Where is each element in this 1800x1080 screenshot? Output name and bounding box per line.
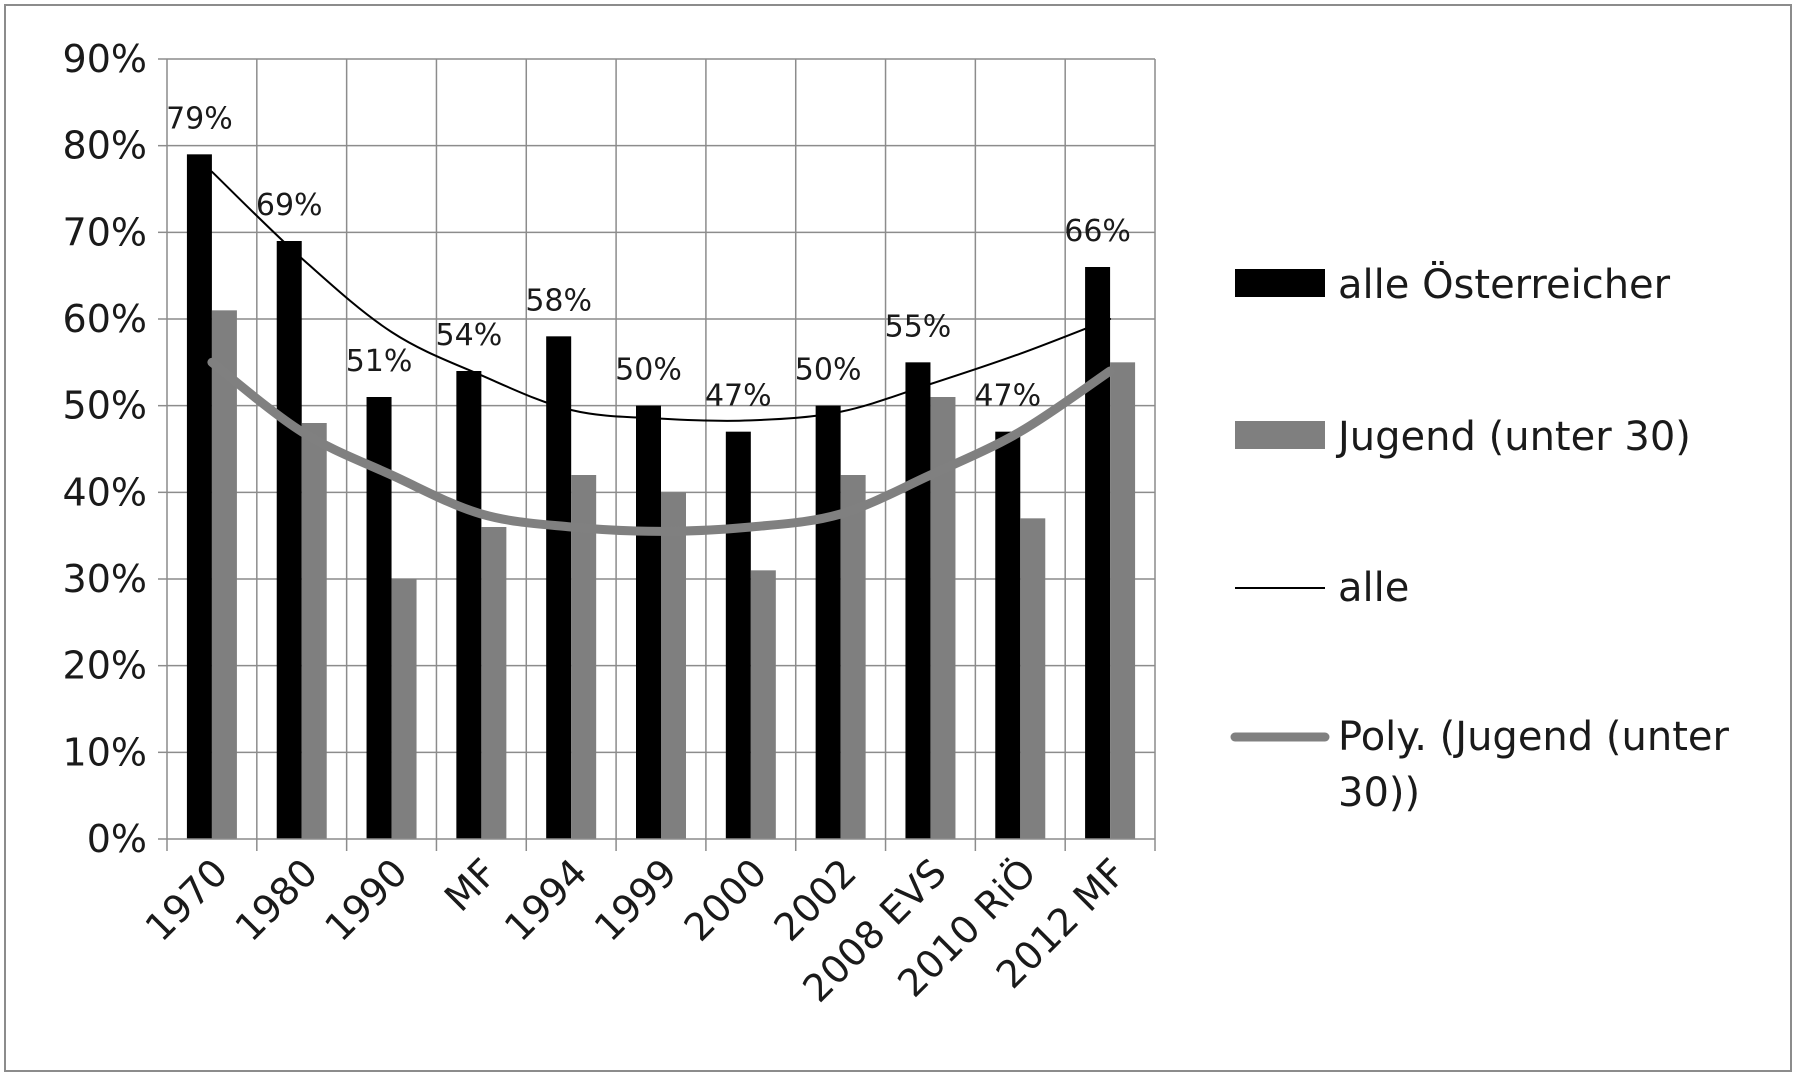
data-label: 55% [885, 309, 952, 344]
legend-label-alle: alle [1338, 565, 1409, 611]
legend: alle Österreicher Jugend (unter 30) alle… [1230, 260, 1729, 816]
y-tick-label: 40% [63, 470, 147, 514]
x-category-label: 1990 [316, 850, 416, 950]
data-label: 51% [346, 344, 413, 379]
y-tick-label: 30% [63, 557, 147, 601]
grid-layer [167, 58, 1156, 839]
data-label: 79% [166, 101, 233, 136]
data-label: 47% [705, 379, 772, 414]
data-label: 54% [436, 318, 503, 353]
legend-swatch-alle-oesterreicher [1235, 269, 1325, 297]
x-category-label: 1970 [137, 850, 237, 950]
trendline-alle [210, 170, 1112, 422]
bar-jugend [1020, 518, 1046, 839]
bar-alle-oesterreicher [186, 154, 212, 840]
bar-jugend [661, 492, 686, 839]
data-label: 58% [525, 283, 592, 318]
y-tick-label: 50% [63, 384, 147, 428]
x-category-label: 1994 [496, 850, 596, 950]
bar-alle-oesterreicher [456, 371, 482, 839]
bar-alle-oesterreicher [815, 405, 841, 839]
bar-alle-oesterreicher [276, 241, 302, 839]
y-tick-label: 90% [63, 37, 147, 81]
data-label: 50% [615, 353, 682, 388]
x-category-label: 1980 [227, 850, 327, 950]
y-tick-label: 60% [63, 297, 147, 341]
legend-swatch-jugend [1235, 421, 1325, 449]
trendline-poly-jugend [207, 357, 1115, 536]
trendlines-layer [207, 170, 1115, 536]
bar-jugend [1110, 362, 1136, 839]
y-tick-label: 20% [63, 644, 147, 688]
y-tick-label: 80% [63, 124, 147, 168]
bars-layer [186, 154, 1136, 840]
legend-label-alle-oesterreicher: alle Österreicher [1338, 260, 1671, 308]
y-tick-label: 0% [87, 817, 147, 861]
labels-layer: 79% 69% 51% 54% 58% 50% 47% 50% 55% 47% 66% [166, 101, 1131, 413]
y-tick-label: 70% [63, 210, 147, 254]
data-label: 50% [795, 353, 862, 388]
legend-label-jugend: Jugend (unter 30) [1335, 414, 1691, 460]
bar-jugend [481, 527, 507, 839]
data-label: 66% [1064, 214, 1131, 249]
bar-jugend [840, 475, 866, 839]
bar-alle-oesterreicher [636, 405, 661, 839]
data-label: 69% [256, 188, 323, 223]
data-label: 47% [974, 379, 1041, 414]
bar-alle-oesterreicher [1085, 267, 1111, 839]
legend-label-poly-jugend-line1: Poly. (Jugend (unter [1338, 714, 1729, 760]
bar-alle-oesterreicher [546, 336, 572, 839]
bar-jugend [301, 423, 327, 839]
legend-label-poly-jugend-line2: 30)) [1338, 770, 1420, 816]
bar-alle-oesterreicher [905, 362, 931, 839]
x-category-label: MF [436, 850, 506, 920]
bar-jugend [750, 570, 776, 839]
bar-alle-oesterreicher [995, 431, 1021, 839]
bar-alle-oesterreicher [725, 431, 751, 839]
bar-jugend [391, 579, 417, 839]
bar-jugend [571, 475, 597, 839]
bar-jugend [211, 310, 237, 839]
y-tick-label: 10% [63, 730, 147, 774]
x-category-label: 2000 [676, 850, 776, 950]
x-category-label: 1999 [586, 850, 686, 950]
